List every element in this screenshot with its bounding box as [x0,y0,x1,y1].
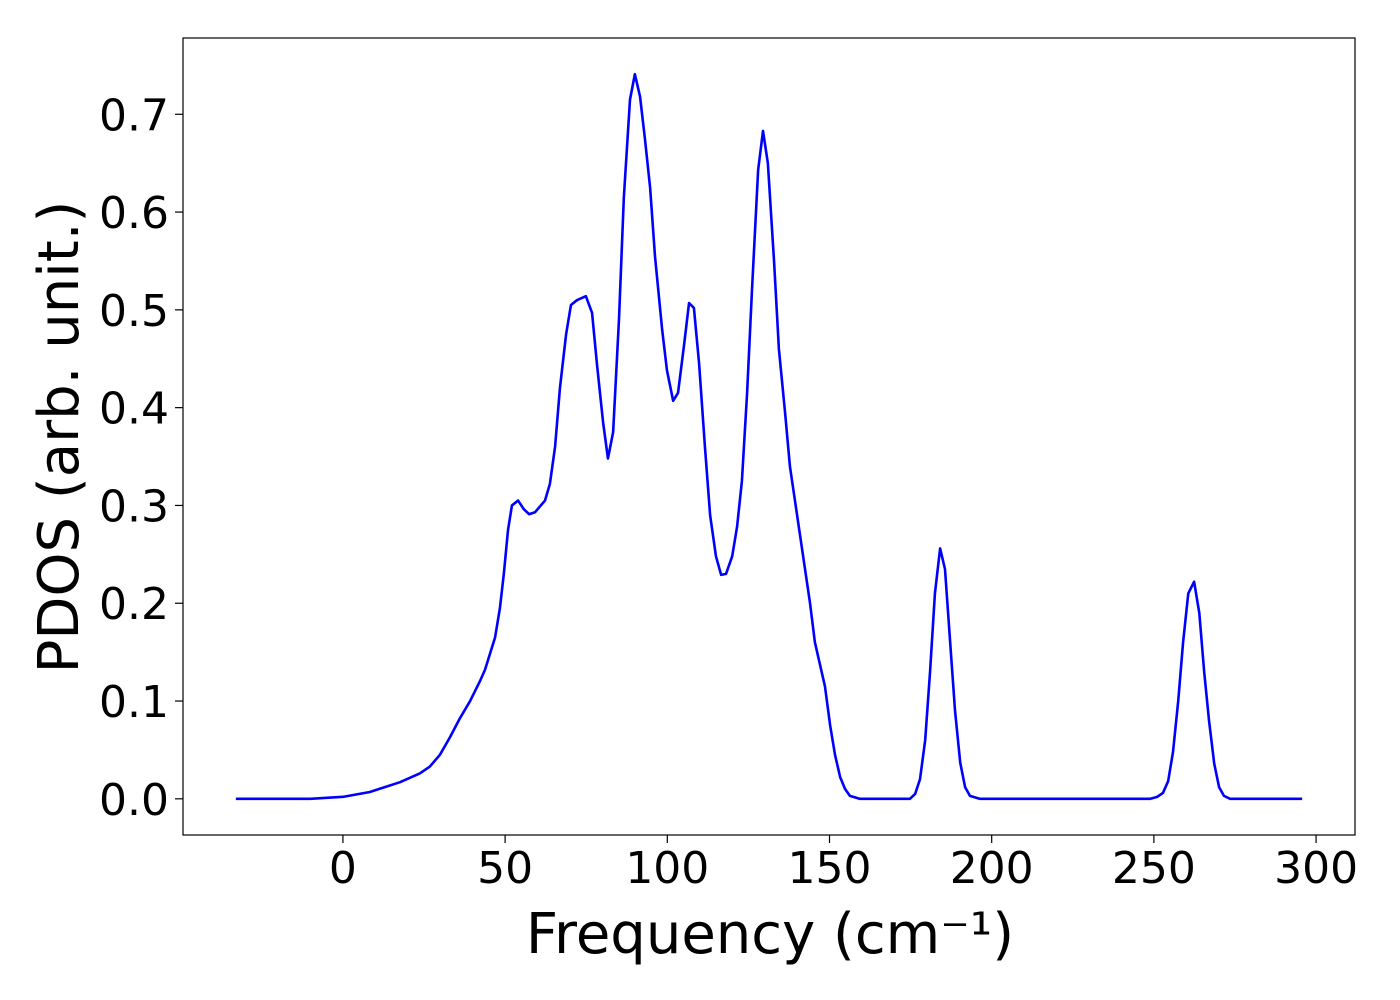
y-tick-label: 0.1 [99,677,169,728]
y-tick-label: 0.5 [99,286,169,337]
x-axis-label: Frequency (cm⁻¹) [526,902,1014,967]
y-axis-label: PDOS (arb. unit.) [27,201,92,674]
y-tick-label: 0.3 [99,481,169,532]
x-tick-label: 100 [625,843,709,894]
x-tick-label: 50 [477,843,533,894]
x-tick-label: 150 [788,843,872,894]
data-line [235,72,1303,801]
y-tick-label: 0.4 [99,384,169,435]
y-tick-label: 0.2 [99,579,169,630]
x-tick-label: 300 [1274,843,1358,894]
y-tick-label: 0.7 [99,90,169,141]
x-tick-label: 0 [329,843,357,894]
x-tick-label: 250 [1112,843,1196,894]
y-tick-label: 0.6 [99,188,169,239]
x-tick-label: 200 [950,843,1034,894]
y-tick-label: 0.0 [99,775,169,826]
plot-frame [182,37,1356,836]
